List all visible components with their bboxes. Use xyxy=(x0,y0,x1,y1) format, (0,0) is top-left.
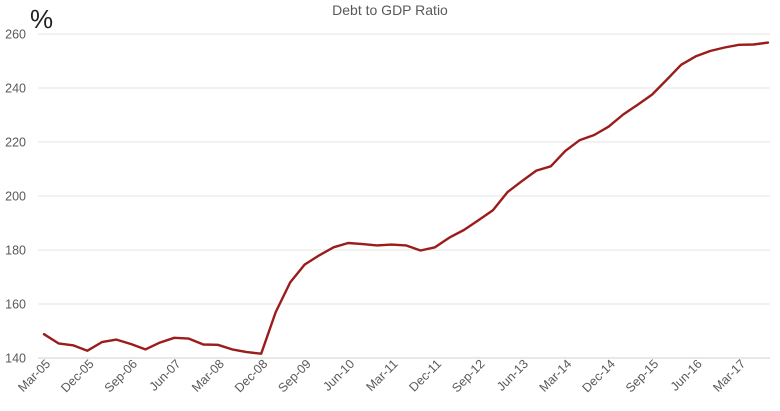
data-point xyxy=(289,281,291,283)
data-point xyxy=(477,219,479,221)
data-point xyxy=(651,93,653,95)
data-point xyxy=(434,246,436,248)
data-point xyxy=(622,113,624,115)
data-point xyxy=(217,344,219,346)
x-tick-label: Dec-11 xyxy=(406,357,444,395)
x-tick-label: Sep-15 xyxy=(623,357,661,395)
x-tick-label: Sep-09 xyxy=(275,357,313,395)
y-tick-label: 240 xyxy=(5,82,26,96)
data-point xyxy=(463,229,465,231)
x-tick-label: Dec-14 xyxy=(580,357,618,395)
x-tick-label: Mar-14 xyxy=(537,357,575,395)
data-point xyxy=(521,180,523,182)
chart-title: Debt to GDP Ratio xyxy=(332,2,448,18)
x-tick-label: Jun-16 xyxy=(668,357,705,394)
data-point xyxy=(231,348,233,350)
data-point xyxy=(608,125,610,127)
data-point xyxy=(636,104,638,106)
data-point xyxy=(593,134,595,136)
y-tick-label: 160 xyxy=(5,298,26,312)
y-tick-label: 200 xyxy=(5,190,26,204)
data-point xyxy=(376,244,378,246)
data-point xyxy=(550,165,552,167)
x-tick-label: Jun-07 xyxy=(147,357,184,394)
data-point xyxy=(57,342,59,344)
data-point xyxy=(767,41,769,43)
data-point xyxy=(535,169,537,171)
data-point xyxy=(492,209,494,211)
data-point xyxy=(260,352,262,354)
y-tick-label: 220 xyxy=(5,136,26,150)
y-tick-label: 260 xyxy=(5,28,26,42)
data-point xyxy=(318,254,320,256)
x-tick-label: Sep-12 xyxy=(449,357,487,395)
data-point xyxy=(752,43,754,45)
data-point xyxy=(303,263,305,265)
data-point xyxy=(506,191,508,193)
data-point xyxy=(680,64,682,66)
x-tick-label: Mar-08 xyxy=(189,357,227,395)
data-point xyxy=(86,350,88,352)
data-point xyxy=(405,244,407,246)
y-unit-label: % xyxy=(30,4,54,34)
data-point xyxy=(347,242,349,244)
data-point xyxy=(72,344,74,346)
data-point xyxy=(564,150,566,152)
data-point xyxy=(159,341,161,343)
data-point xyxy=(173,337,175,339)
data-point xyxy=(723,46,725,48)
data-point xyxy=(144,348,146,350)
data-point xyxy=(579,139,581,141)
data-point xyxy=(130,343,132,345)
data-point xyxy=(419,249,421,251)
x-tick-label: Dec-08 xyxy=(232,357,270,395)
data-point xyxy=(43,333,45,335)
x-tick-label: Mar-17 xyxy=(710,357,748,395)
x-tick-label: Jun-10 xyxy=(320,357,357,394)
data-point xyxy=(274,311,276,313)
data-point xyxy=(448,236,450,238)
x-tick-label: Sep-06 xyxy=(102,357,140,395)
data-point xyxy=(665,79,667,81)
data-point xyxy=(361,243,363,245)
data-point xyxy=(188,337,190,339)
data-point xyxy=(709,50,711,52)
data-point xyxy=(738,44,740,46)
y-tick-label: 140 xyxy=(5,352,26,366)
y-tick-label: 180 xyxy=(5,244,26,258)
data-point xyxy=(332,246,334,248)
data-point xyxy=(115,338,117,340)
x-tick-label: Mar-11 xyxy=(363,357,400,394)
data-point xyxy=(390,243,392,245)
x-tick-label: Jun-13 xyxy=(494,357,531,394)
data-point xyxy=(246,351,248,353)
series-line xyxy=(42,41,770,355)
x-tick-label: Dec-05 xyxy=(58,357,96,395)
data-point xyxy=(202,343,204,345)
data-point xyxy=(694,55,696,57)
data-point xyxy=(101,341,103,343)
